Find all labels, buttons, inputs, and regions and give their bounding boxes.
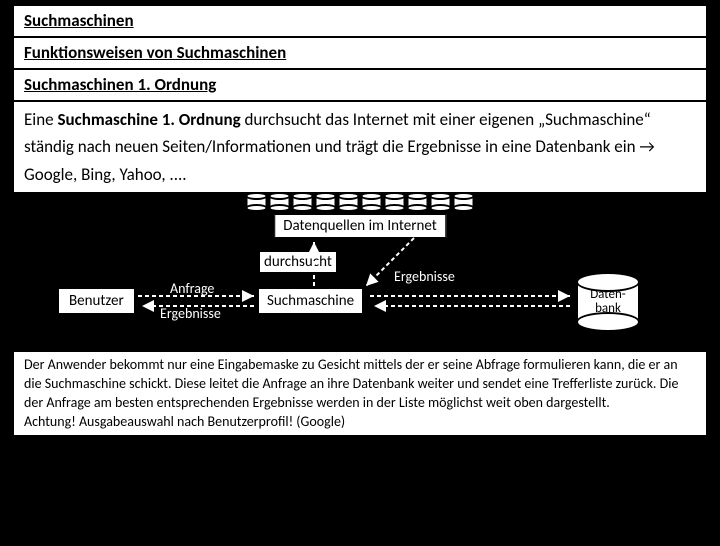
label-ergebnisse-left: Ergebnisse: [160, 305, 221, 322]
label-ergebnisse-right: Ergebnisse: [394, 268, 455, 285]
diagram-area: Datenquellen im Internet Benutzer durchs…: [14, 192, 706, 350]
datasource-db-icon: [453, 192, 475, 212]
paragraph-explain: Der Anwender bekommt nur eine Eingabemas…: [14, 352, 706, 436]
paragraph-intro: Eine Suchmaschine 1. Ordnung durchsucht …: [14, 102, 706, 192]
datasource-db-icon: [246, 192, 268, 212]
search-engine-box: Suchmaschine: [258, 288, 363, 314]
datasource-db-icon: [384, 192, 406, 212]
heading-3: Suchmaschinen 1. Ordnung: [14, 70, 706, 100]
heading-2: Funktionsweisen von Suchmaschinen: [14, 38, 706, 68]
label-durchsucht: durchsucht: [260, 252, 336, 272]
datasource-db-icon: [315, 192, 337, 212]
label-anfrage: Anfrage: [170, 280, 214, 297]
datasource-db-icon: [338, 192, 360, 212]
database-cylinder: Daten- bank: [576, 272, 640, 332]
datasource-db-icon: [269, 192, 291, 212]
datasource-db-icon: [430, 192, 452, 212]
user-box: Benutzer: [58, 288, 135, 314]
datasource-db-icon: [361, 192, 383, 212]
datasource-db-icon: [407, 192, 429, 212]
para1-pre: Eine: [24, 109, 57, 130]
heading-1: Suchmaschinen: [14, 6, 706, 36]
datasource-db-row: [246, 192, 475, 212]
para1-bold: Suchmaschine 1. Ordnung: [57, 109, 240, 130]
datasources-box: Datenquellen im Internet: [274, 214, 446, 238]
datasource-db-icon: [292, 192, 314, 212]
